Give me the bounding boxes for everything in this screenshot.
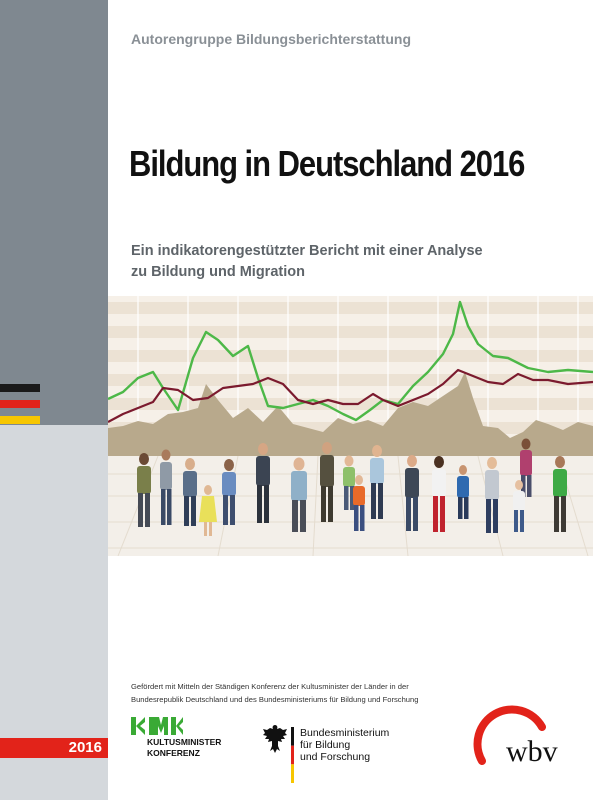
person xyxy=(291,457,307,532)
kmk-line-2: KONFERENZ xyxy=(147,747,200,758)
kmk-line-1: KULTUSMINISTER xyxy=(147,737,222,747)
person xyxy=(520,438,532,497)
flag-stripe-red xyxy=(0,400,40,408)
person xyxy=(457,465,469,519)
sidebar-bottom xyxy=(0,425,108,800)
maroon-line xyxy=(108,368,593,423)
wbv-logo: wbv xyxy=(473,705,558,768)
person xyxy=(183,458,197,526)
flag-stripe-black xyxy=(0,384,40,392)
person xyxy=(370,445,384,519)
bmbf-line-1: Bundesministerium xyxy=(300,727,390,739)
chart-area xyxy=(108,372,593,456)
year-label: 2016 xyxy=(68,739,102,756)
bmbf-line-2: für Bildung xyxy=(300,739,351,751)
cover-subtitle: Ein indikatorengestützter Bericht mit ei… xyxy=(131,241,483,283)
wbv-wordmark: wbv xyxy=(506,735,558,768)
funding-line-1: Gefördert mit Mitteln der Ständigen Konf… xyxy=(131,682,409,691)
kmk-logo-icon xyxy=(131,717,183,735)
person xyxy=(513,480,525,532)
person xyxy=(405,455,419,531)
person xyxy=(199,485,217,536)
bmbf-flag-bar xyxy=(291,727,294,783)
funding-note: Gefördert mit Mitteln der Ständigen Konf… xyxy=(131,681,418,706)
green-line xyxy=(108,300,593,422)
author-line: Autorengruppe Bildungsberichterstattung xyxy=(131,31,411,47)
subtitle-line-2: zu Bildung und Migration xyxy=(131,264,305,280)
subtitle-line-1: Ein indikatorengestützter Bericht mit ei… xyxy=(131,243,483,259)
person xyxy=(160,449,172,525)
person xyxy=(320,442,334,522)
year-band: 2016 xyxy=(0,738,108,758)
funding-line-2: Bundesrepublik Deutschland und des Bunde… xyxy=(131,694,419,704)
person xyxy=(343,455,355,510)
person xyxy=(222,459,236,525)
kmk-logo-text: KULTUSMINISTER KONFERENZ xyxy=(147,737,221,758)
sidebar-top xyxy=(0,0,108,425)
cover-title: Bildung in Deutschland 2016 xyxy=(129,143,525,184)
person xyxy=(553,456,567,532)
person xyxy=(353,475,365,531)
cover-illustration xyxy=(108,296,593,556)
people-group xyxy=(137,438,567,536)
bmbf-logo-text: Bundesministerium für Bildung und Forsch… xyxy=(300,727,389,763)
person xyxy=(137,453,151,527)
person xyxy=(432,456,446,532)
person xyxy=(256,443,270,523)
bmbf-line-3: und Forschung xyxy=(300,751,371,763)
person xyxy=(485,457,499,533)
federal-eagle-icon xyxy=(263,725,287,753)
flag-stripe-gold xyxy=(0,416,40,424)
wbv-arc xyxy=(473,705,546,765)
